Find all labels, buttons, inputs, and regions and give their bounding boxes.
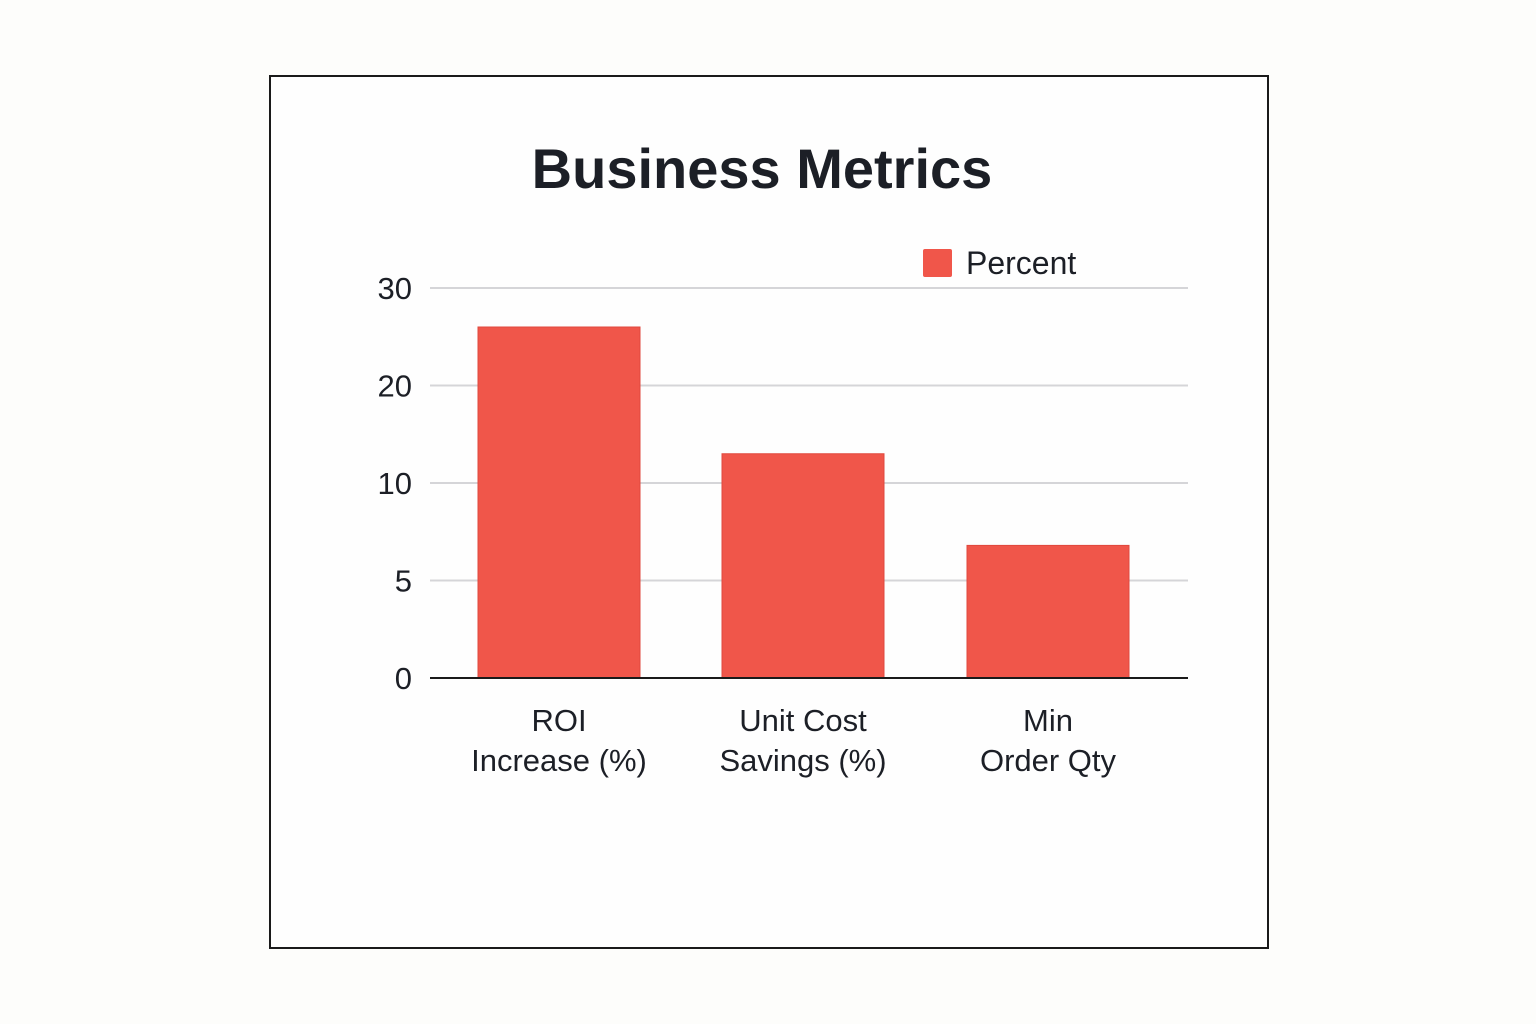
chart-title: Business Metrics	[532, 137, 993, 200]
bar[interactable]	[966, 544, 1130, 679]
y-tick-label: 0	[395, 661, 412, 696]
y-tick-label: 10	[378, 466, 412, 501]
y-axis: 0 5 10 20 30	[378, 271, 412, 696]
legend[interactable]: Percent	[923, 245, 1076, 281]
bar[interactable]	[721, 453, 885, 679]
chart-frame: Business Metrics 0 5 10 20 30 ROI Increase (%…	[269, 75, 1269, 949]
y-tick-label: 5	[395, 564, 412, 599]
legend-label: Percent	[966, 245, 1076, 281]
legend-swatch	[923, 249, 952, 277]
y-tick-label: 30	[378, 271, 412, 306]
x-tick-label: Unit Cost Savings (%)	[719, 703, 886, 778]
bar[interactable]	[477, 326, 641, 679]
x-tick-label: Min Order Qty	[980, 703, 1117, 778]
x-axis: ROI Increase (%) Unit Cost Savings (%) Min Or…	[471, 703, 1116, 778]
x-tick-label: ROI Increase (%)	[471, 703, 647, 778]
y-tick-label: 20	[378, 369, 412, 404]
bar-chart: Business Metrics 0 5 10 20 30 ROI Increase (%…	[378, 137, 1188, 778]
bars	[477, 326, 1130, 679]
